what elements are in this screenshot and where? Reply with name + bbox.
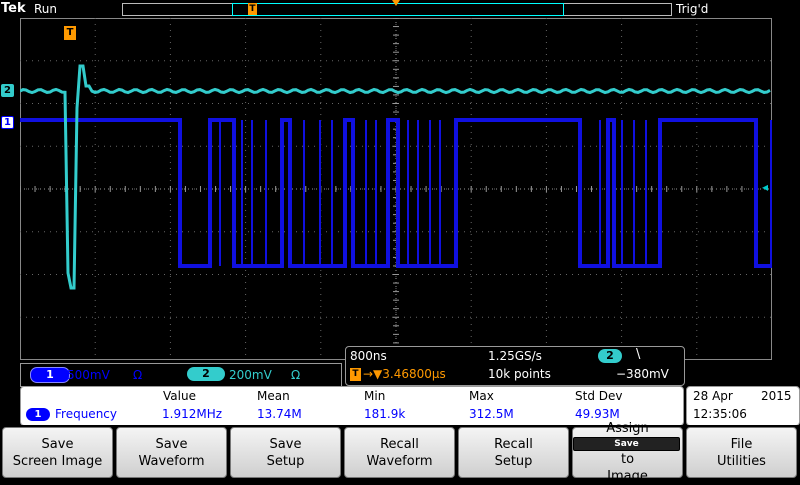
measurement-channel-badge: 1	[26, 408, 50, 421]
file-utilities-button[interactable]: File Utilities	[686, 427, 797, 478]
trigger-time-marker[interactable]: T	[64, 26, 76, 40]
save-setup-button[interactable]: Save Setup	[230, 427, 341, 478]
trigger-status: Trig'd	[676, 2, 709, 16]
softkey-label: Save	[269, 436, 302, 452]
measurement-value: 1.912MHz	[162, 407, 223, 421]
time: 12:35:06	[693, 407, 747, 421]
brand-logo: Tek	[1, 1, 26, 16]
measurement-max: 312.5M	[469, 407, 514, 421]
acquisition-state: Run	[34, 2, 58, 16]
record-trigger-marker: T	[248, 3, 257, 15]
recall-waveform-button[interactable]: Recall Waveform	[344, 427, 455, 478]
assign-save-button[interactable]: Assign Save to Image	[572, 421, 683, 484]
softkey-label: Save	[155, 436, 188, 452]
softkey-label: Save to	[573, 437, 682, 468]
trigger-position: →▼3.46800µs	[363, 367, 446, 381]
measurement-readout[interactable]: Value Mean Min Max Std Dev 1 Frequency 1…	[20, 386, 684, 426]
ch2-badge[interactable]: 2	[187, 367, 225, 381]
softkey-label: Recall	[380, 436, 419, 452]
trigger-slope-icon: \	[636, 347, 641, 362]
softkey-label: Setup	[494, 453, 533, 469]
sample-rate: 1.25GS/s	[488, 349, 542, 363]
ch1-waveform	[20, 118, 772, 268]
year: 2015	[761, 389, 792, 403]
ch2-ground-marker[interactable]: 2	[1, 84, 14, 97]
save-key-icon: Save	[573, 437, 680, 451]
trigger-source-badge: 2	[598, 349, 622, 363]
softkey-label: File	[730, 436, 753, 452]
timebase-readout[interactable]: 800ns 1.25GS/s 2 \ T →▼3.46800µs 10k poi…	[345, 346, 685, 386]
date: 28 Apr	[693, 389, 733, 403]
softkey-label: Save	[41, 436, 74, 452]
softkey-label: to	[620, 452, 635, 467]
softkey-label: Assign	[606, 421, 649, 436]
date-time-readout[interactable]: 28 Apr 2015 12:35:06	[686, 386, 800, 426]
softkey-label: Recall	[494, 436, 533, 452]
header-mean: Mean	[257, 389, 290, 403]
softkey-label: Screen Image	[12, 453, 103, 469]
header-std-dev: Std Dev	[575, 389, 623, 403]
softkey-label: Setup	[266, 453, 305, 469]
measurement-name: Frequency	[55, 407, 117, 421]
ch1-termination-icon: Ω	[133, 368, 143, 382]
softkey-label: Image	[607, 469, 648, 484]
trigger-marker-icon: T	[350, 368, 361, 381]
header-min: Min	[364, 389, 386, 403]
measurement-mean: 13.74M	[257, 407, 302, 421]
softkey-label: Waveform	[366, 453, 433, 469]
recall-setup-button[interactable]: Recall Setup	[458, 427, 569, 478]
softkey-label: Utilities	[717, 453, 766, 469]
waveform-display[interactable]	[20, 18, 772, 360]
trigger-level: −380mV	[616, 367, 669, 381]
status-bar: Tek Run T Trig'd	[0, 0, 800, 18]
save-screen-image-button[interactable]: Save Screen Image	[2, 427, 113, 478]
ch1-ground-marker[interactable]: 1	[1, 116, 14, 129]
save-waveform-button[interactable]: Save Waveform	[116, 427, 227, 478]
trigger-level-arrow-icon[interactable]: ◂	[762, 180, 769, 194]
horizontal-scale: 800ns	[350, 349, 387, 363]
channel-readout: 1 500mV Ω 2 200mV Ω	[20, 363, 342, 387]
measurement-min: 181.9k	[364, 407, 406, 421]
ch1-scale[interactable]: 500mV	[67, 368, 110, 382]
ch2-scale[interactable]: 200mV	[229, 368, 272, 382]
softkey-label: Waveform	[138, 453, 205, 469]
header-max: Max	[469, 389, 494, 403]
measurement-std-dev: 49.93M	[575, 407, 620, 421]
ch2-waveform	[20, 64, 771, 290]
ch1-badge[interactable]: 1	[30, 367, 70, 383]
header-value: Value	[163, 389, 196, 403]
record-length: 10k points	[488, 367, 551, 381]
ch2-termination-icon: Ω	[291, 368, 301, 382]
trigger-position-icon	[392, 0, 400, 6]
